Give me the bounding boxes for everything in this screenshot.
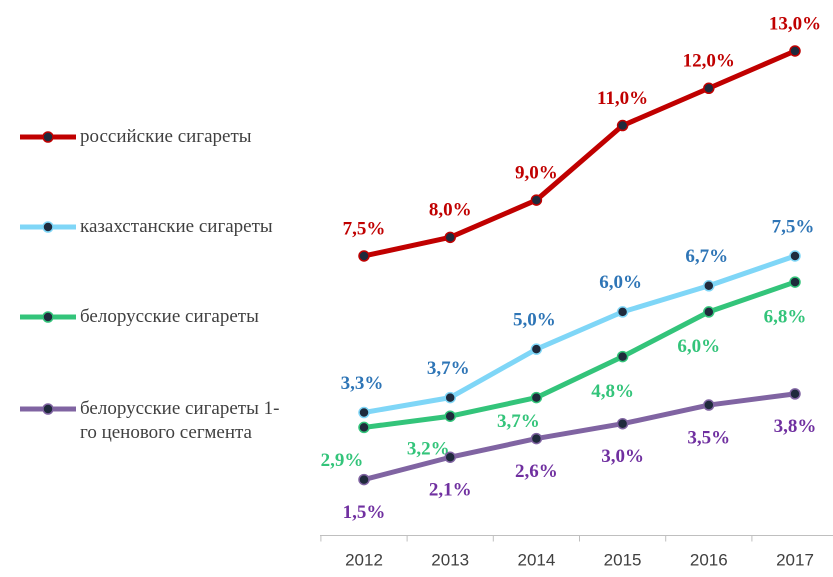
legend-marker (42, 221, 54, 233)
data-label: 3,0% (601, 446, 644, 467)
marker (444, 391, 456, 404)
marker (358, 250, 370, 262)
legend-label: белорусские сигареты (80, 306, 259, 327)
data-label: 11,0% (597, 88, 648, 109)
data-label: 1,5% (343, 502, 386, 523)
series-line (363, 48, 796, 259)
data-label: 6,8% (764, 306, 807, 327)
marker (703, 399, 715, 411)
legend-item: российские сигареты (0, 125, 330, 205)
data-label: 7,5% (772, 216, 815, 237)
data-label: 3,8% (774, 416, 817, 437)
marker (444, 231, 456, 244)
marker (616, 417, 629, 430)
series-line (363, 253, 796, 415)
marker (358, 406, 370, 419)
x-tick-label: 2015 (604, 550, 642, 569)
marker (444, 410, 456, 422)
data-label: 13,0% (769, 13, 821, 34)
data-label: 2,9% (321, 450, 364, 471)
legend-item: казахстанские сигареты (0, 215, 330, 295)
marker (358, 421, 370, 434)
marker (616, 306, 629, 318)
series-line (363, 279, 796, 430)
data-label: 3,3% (341, 373, 384, 394)
marker (530, 194, 543, 206)
x-tick-label: 2013 (431, 550, 469, 569)
marker (789, 45, 801, 57)
legend-swatch (20, 221, 76, 233)
legend-swatch (20, 403, 76, 415)
data-label: 8,0% (429, 200, 472, 221)
data-label: 3,2% (407, 439, 450, 460)
data-label: 4,8% (591, 381, 634, 402)
marker (530, 343, 543, 355)
legend-label: казахстанские сигареты (80, 216, 273, 237)
data-label: 3,7% (497, 411, 540, 432)
marker (789, 276, 801, 288)
x-tick-label: 2017 (776, 550, 814, 569)
legend-item: белорусские сигареты 1-го ценового сегме… (0, 397, 330, 477)
x-tick-label: 2014 (517, 550, 555, 569)
data-label: 2,1% (429, 480, 472, 501)
marker (358, 473, 370, 486)
data-label: 2,6% (515, 461, 558, 482)
series-line (363, 391, 796, 483)
legend-swatch (20, 311, 76, 323)
data-label: 3,5% (687, 427, 730, 448)
data-label: 6,0% (599, 272, 642, 293)
marker (703, 306, 715, 318)
legend-label: российские сигареты (80, 126, 252, 147)
marker (616, 350, 629, 363)
data-label: 9,0% (515, 162, 558, 183)
legend-marker (42, 131, 54, 143)
marker (530, 391, 543, 404)
x-tick-label: 2012 (345, 550, 383, 569)
data-label: 7,5% (343, 218, 386, 239)
legend-item: белорусские сигареты (0, 305, 330, 385)
legend-marker (42, 311, 54, 323)
marker (789, 388, 801, 400)
data-label: 3,7% (427, 358, 470, 379)
data-label: 5,0% (513, 310, 556, 331)
marker (789, 250, 801, 262)
legend-label: белорусские сигареты 1-го ценового сегме… (80, 398, 280, 443)
marker (703, 280, 715, 292)
marker (616, 119, 629, 132)
x-tick-label: 2016 (690, 550, 728, 569)
data-label: 12,0% (683, 51, 735, 72)
data-label: 6,7% (685, 246, 728, 267)
marker (703, 82, 715, 95)
legend-marker (42, 403, 54, 415)
marker (444, 451, 456, 463)
data-label: 6,0% (677, 336, 720, 357)
legend-swatch (20, 131, 76, 143)
marker (530, 432, 543, 445)
